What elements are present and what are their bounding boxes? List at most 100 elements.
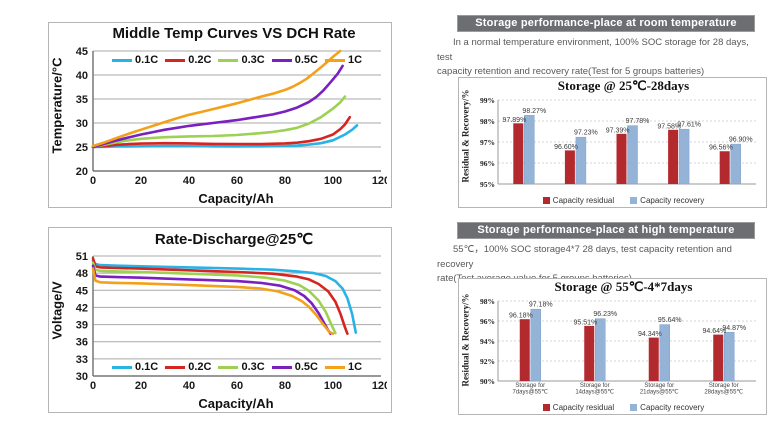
y-tick-label: 95% <box>480 180 495 187</box>
storage-25-chart-panel: Storage @ 25℃-28days Residual & Recovery… <box>458 77 767 208</box>
legend-item: Capacity residual <box>542 196 614 205</box>
bar-capacity-recovery <box>595 318 606 382</box>
x-tick-label: 0 <box>90 380 96 392</box>
legend-label: 0.2C <box>188 54 212 66</box>
series-line-0.2C <box>91 257 349 335</box>
y-tick-label: 94% <box>480 337 495 346</box>
bar-value-residual: 97.39% <box>606 127 630 134</box>
bar-value-residual: 96.18% <box>509 313 533 320</box>
series-line-1C <box>91 267 335 335</box>
bar-capacity-residual <box>668 129 679 184</box>
series-line-0.5C <box>91 64 344 149</box>
legend-label: Capacity recovery <box>640 403 705 412</box>
bar-capacity-residual <box>719 151 730 184</box>
x-category-label: Storage for <box>709 383 739 389</box>
y-tick-label: 33 <box>76 354 88 366</box>
x-category-label: 21days@55℃ <box>640 390 679 396</box>
legend-label: 1C <box>347 361 363 373</box>
y-tick-label: 97% <box>480 138 495 147</box>
x-tick-label: 60 <box>231 175 243 187</box>
series-line-1C <box>91 49 342 148</box>
bar-value-residual: 97.58% <box>657 123 681 130</box>
legend-label: Capacity residual <box>552 403 615 412</box>
bar-capacity-recovery <box>730 143 741 185</box>
x-tick-label: 40 <box>183 175 195 187</box>
legend-swatch-0.2C <box>165 365 186 369</box>
legend-swatch-0.2C <box>165 58 186 62</box>
legend-swatch-1C <box>324 58 345 62</box>
y-tick-label: 90% <box>480 377 495 386</box>
legend-swatch-0.3C <box>218 365 239 369</box>
legend-item: 0.1C <box>111 361 159 373</box>
bar-capacity-residual <box>513 123 524 184</box>
bar-value-residual: 95.51% <box>574 319 598 326</box>
legend-item: 0.5C <box>271 361 318 373</box>
y-tick-label: 48 <box>76 268 88 280</box>
series-line-0.1C <box>91 124 359 149</box>
y-tick-label: 98% <box>480 297 495 306</box>
chart-title: Rate-Discharge@25℃ <box>154 231 314 248</box>
legend-label: 1C <box>347 54 363 66</box>
legend-swatch-residual <box>542 404 550 411</box>
bar-value-recovery: 95.64% <box>658 317 682 324</box>
bar-capacity-residual <box>648 337 659 381</box>
x-tick-label: 20 <box>135 175 147 187</box>
bar-capacity-residual <box>519 319 530 381</box>
legend-item: 1C <box>324 54 363 66</box>
bar-value-recovery: 96.90% <box>729 137 753 144</box>
legend-swatch-0.5C <box>271 365 292 369</box>
y-tick-label: 92% <box>480 357 495 366</box>
legend-item: 0.5C <box>271 54 318 66</box>
bar-capacity-recovery <box>575 136 587 185</box>
y-tick-label: 20 <box>76 166 88 178</box>
rate-discharge-plot: 30333639424548510204060801001200.1C0.2C0… <box>65 250 390 392</box>
x-category-label: 14days@55℃ <box>575 390 614 396</box>
y-tick-label: 39 <box>76 320 88 332</box>
bar-value-recovery: 96.23% <box>593 311 617 318</box>
bar-capacity-recovery <box>524 115 535 185</box>
legend-label: 0.3C <box>241 361 265 373</box>
x-tick-label: 80 <box>279 175 291 187</box>
series-line-0.3C <box>91 261 337 335</box>
bar-value-recovery: 97.78% <box>626 118 650 125</box>
legend-item: 0.2C <box>165 54 211 66</box>
legend: Capacity residual Capacity recovery <box>487 196 760 205</box>
bar-value-recovery: 98.27% <box>522 108 546 115</box>
section-header-high-temp: Storage performance-place at high temper… <box>457 222 755 239</box>
x-category-label: Storage for <box>580 383 610 389</box>
x-category-label: Storage for <box>515 383 545 389</box>
legend-swatch-0.5C <box>271 58 292 62</box>
legend-item: Capacity recovery <box>630 196 704 205</box>
y-tick-label: 40 <box>76 70 88 82</box>
y-axis-label-text: Voltage/V <box>49 280 65 340</box>
x-tick-label: 120 <box>372 175 387 187</box>
y-tick-label: 36 <box>76 337 88 349</box>
legend-swatch-0.1C <box>111 58 132 62</box>
y-tick-label: 25 <box>76 142 88 154</box>
y-axis-label: Voltage/V <box>49 228 65 392</box>
storage-25-plot: 95% 96% 97% 98% 99% 97.89% 98.27% 96.60% 97.23% 9… <box>472 95 762 189</box>
bar-value-recovery: 97.61% <box>677 122 701 129</box>
x-category-label: Storage for <box>644 383 674 389</box>
y-tick-label: 45 <box>76 285 88 297</box>
x-tick-label: 60 <box>231 380 243 392</box>
y-tick-label: 98% <box>480 117 495 126</box>
middle-temp-chart-panel: Middle Temp Curves VS DCH Rate Temperatu… <box>48 22 392 208</box>
chart-title: Storage @ 25℃-28days <box>557 78 690 93</box>
bar-capacity-residual <box>713 334 724 381</box>
legend-swatch-recovery <box>630 197 638 204</box>
x-tick-label: 0 <box>90 175 96 187</box>
bar-capacity-recovery <box>627 125 638 185</box>
legend-label: 0.1C <box>134 54 159 66</box>
legend: Capacity residual Capacity recovery <box>487 403 760 412</box>
bar-capacity-recovery <box>724 332 735 382</box>
storage-55c-4x7days-svg: 90%92%94%96%98%96.18%97.18%Storage for7d… <box>480 297 756 396</box>
legend-item: Capacity residual <box>542 403 615 412</box>
legend-label: 0.1C <box>134 361 159 373</box>
bar-capacity-recovery <box>530 308 541 382</box>
legend-label: 0.5C <box>294 361 318 373</box>
legend: 0.1C 0.2C 0.3C 0.5C 1C <box>93 54 381 66</box>
legend-label: 0.2C <box>188 361 212 373</box>
bar-value-recovery: 94.87% <box>722 325 746 332</box>
